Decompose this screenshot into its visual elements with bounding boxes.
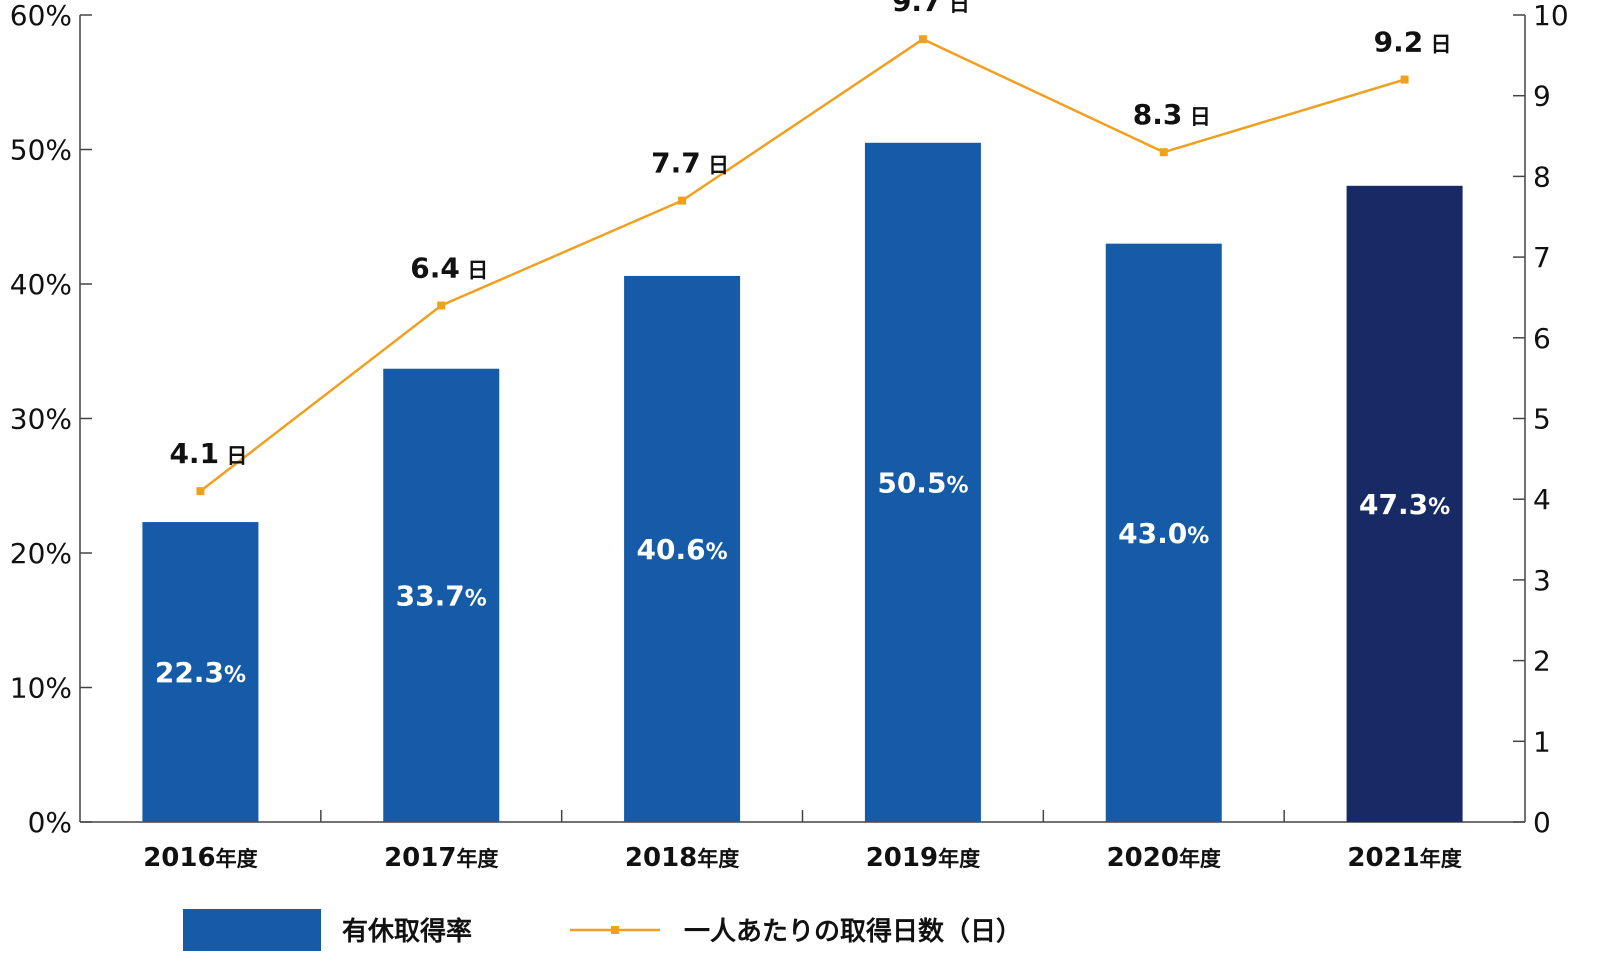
left-tick-label: 20% [10,537,72,570]
bars [142,142,1463,822]
bar [1346,185,1463,822]
bar [1105,243,1222,822]
line-value-label: 6.4 日 [410,252,488,285]
legend-line-marker [611,926,619,934]
bar-value-label: 47.3% [1359,488,1450,521]
legend-bar-label: 有休取得率 [342,916,472,947]
bar-value-label: 50.5% [877,466,968,499]
right-tick-label: 0 [1533,806,1551,839]
right-tick-label: 8 [1533,160,1551,193]
labels: 22.3% 33.7% 40.6% 50.5% 43.0% 47.3% 4.1 日 6.4 日… [155,0,1452,689]
line-value-label: 9.7 日 [892,0,970,18]
line-value-label: 9.2 日 [1374,26,1452,59]
bar [624,275,741,822]
category-label: 2020年度 [1107,843,1221,873]
left-tick-label: 60% [10,0,72,32]
right-tick-label: 10 [1533,0,1569,32]
left-tick-label: 40% [10,268,72,301]
line-marker [1400,75,1409,84]
right-tick-label: 7 [1533,241,1551,274]
category-label: 2016年度 [143,843,257,873]
legend-bar-swatch [183,909,321,951]
category-label: 2019年度 [866,843,980,873]
left-tick-label: 50% [10,134,72,167]
line-marker [678,196,687,205]
line-series [196,35,1409,496]
bar-value-label: 33.7% [396,579,487,612]
legend-line-label: 一人あたりの取得日数（日） [684,917,1022,947]
bar [383,368,500,822]
legend: 有休取得率 一人あたりの取得日数（日） [183,909,1022,951]
right-tick-label: 5 [1533,403,1551,436]
bar-value-label: 22.3% [155,656,246,689]
bar-value-label: 43.0% [1118,517,1209,550]
bar [142,522,259,822]
line-value-label: 7.7 日 [651,147,729,180]
left-tick-label: 0% [28,806,72,839]
right-tick-label: 2 [1533,645,1551,678]
right-tick-label: 3 [1533,564,1551,597]
right-tick-label: 6 [1533,322,1551,355]
right-tick-label: 1 [1533,725,1551,758]
axes: 0% 10% 20% 30% 40% 50% 60% 0 1 2 3 4 5 6 7 8 9 10 2016年度 20… [10,0,1569,873]
category-label: 2017年度 [384,843,498,873]
bar [864,142,981,822]
bar-value-label: 40.6% [637,533,728,566]
left-tick-label: 30% [10,403,72,436]
line-value-label: 4.1 日 [169,437,247,470]
line-marker [918,35,927,44]
category-label: 2018年度 [625,843,739,873]
right-tick-label: 4 [1533,483,1551,516]
right-tick-label: 9 [1533,80,1551,113]
left-tick-label: 10% [10,672,72,705]
line-marker [437,301,446,310]
line-path [199,37,1405,493]
line-marker [1159,148,1168,157]
category-label: 2021年度 [1347,843,1461,873]
line-value-label: 8.3 日 [1133,98,1211,131]
line-marker [196,487,205,496]
